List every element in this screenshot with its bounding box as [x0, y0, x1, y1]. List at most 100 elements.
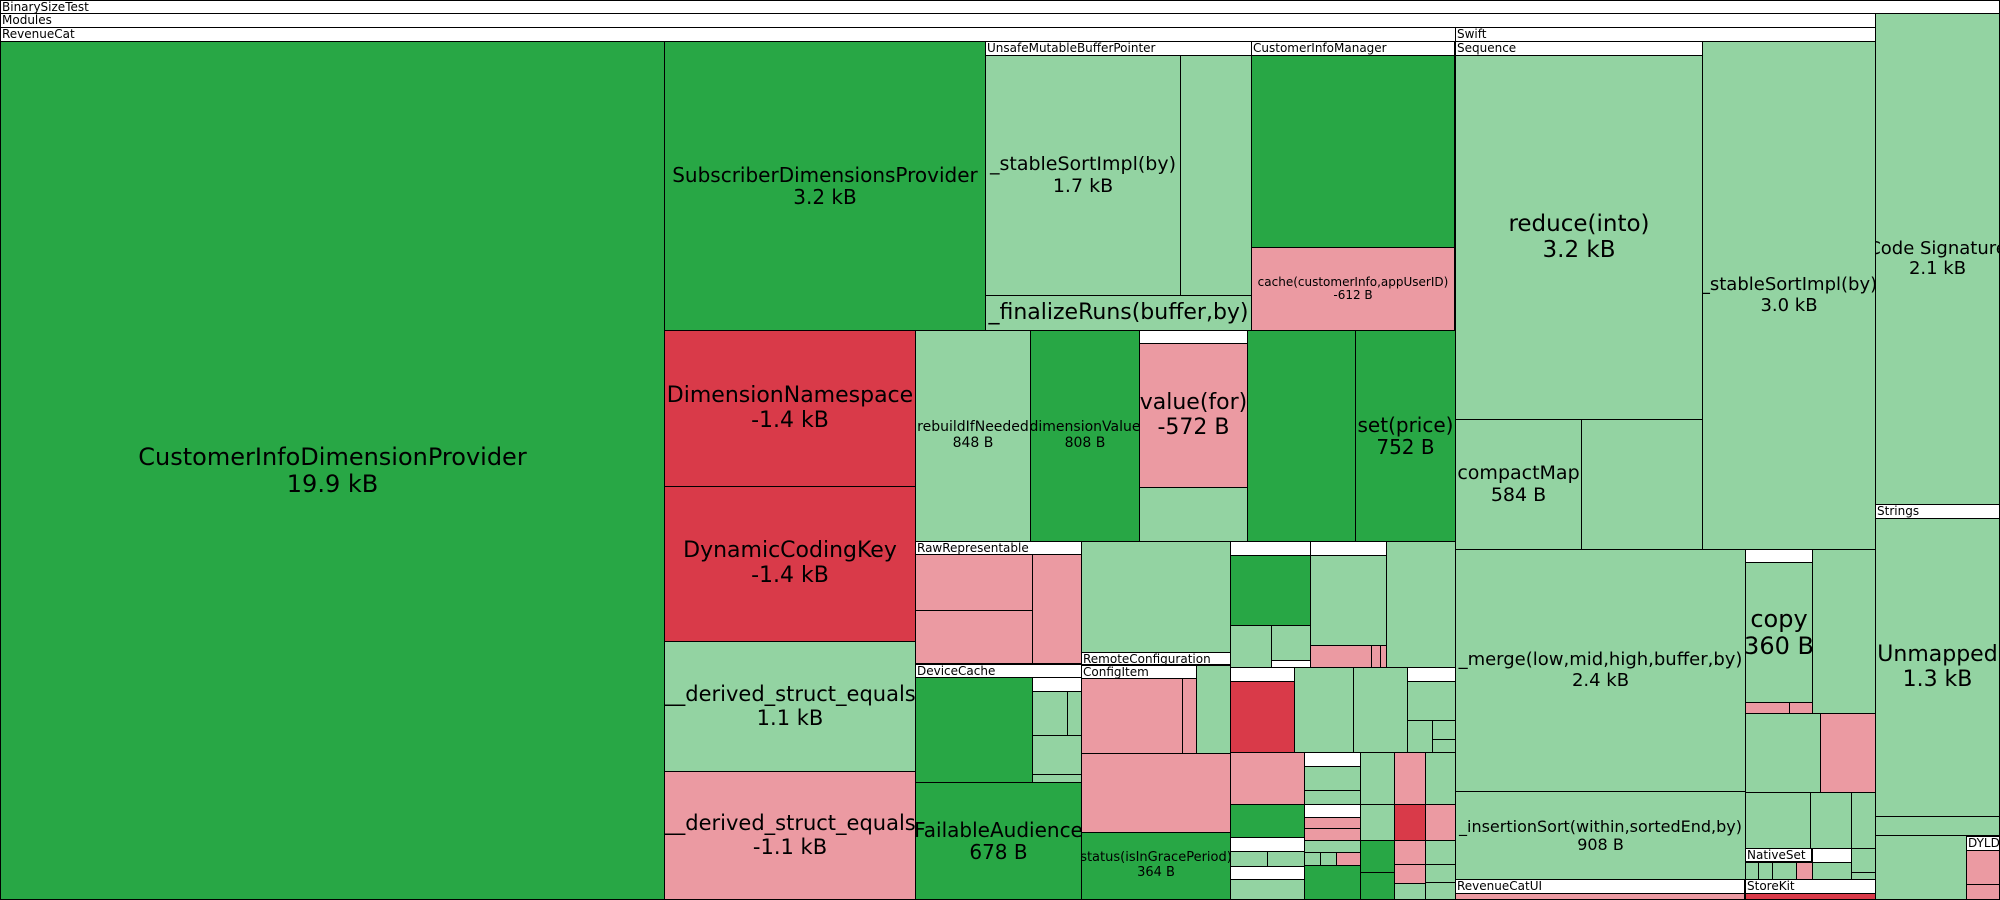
- cell-82[interactable]: [1304, 852, 1321, 866]
- cell-78[interactable]: [1394, 864, 1426, 884]
- cell-67[interactable]: [1230, 837, 1305, 852]
- cell-57[interactable]: [1360, 752, 1395, 805]
- cell-set-price[interactable]: set(price) 752 B: [1355, 330, 1456, 542]
- cell-13[interactable]: [1139, 330, 1248, 344]
- cell-3[interactable]: [1180, 55, 1252, 296]
- cell-19[interactable]: [1032, 554, 1082, 664]
- cell-59[interactable]: [1425, 752, 1456, 805]
- cell-unmapped[interactable]: Unmapped 1.3 kB: [1875, 518, 2000, 817]
- cell-114[interactable]: [1875, 816, 2000, 836]
- cell-copy[interactable]: copy 360 B: [1745, 562, 1813, 703]
- cell-71[interactable]: [1360, 840, 1395, 873]
- cell-20[interactable]: [915, 610, 1033, 664]
- cell-69[interactable]: [1267, 851, 1305, 867]
- cell-61[interactable]: [1304, 804, 1361, 818]
- cell-34[interactable]: [1032, 691, 1068, 736]
- cell-58[interactable]: [1394, 752, 1426, 805]
- cell-dynamiccodingkey[interactable]: DynamicCodingKey -1.4 kB: [664, 486, 916, 642]
- cell-15[interactable]: [1139, 487, 1248, 542]
- cell-109[interactable]: [1851, 872, 1876, 880]
- cell-107[interactable]: [1796, 862, 1813, 880]
- cell-failableaudience[interactable]: FailableAudience 678 B: [915, 782, 1082, 900]
- cell-46[interactable]: [1294, 667, 1354, 753]
- cell-25[interactable]: [1230, 555, 1311, 626]
- cell-31[interactable]: [1380, 645, 1387, 668]
- cell-24[interactable]: [1386, 541, 1456, 668]
- cell-108[interactable]: [1812, 862, 1852, 880]
- cell-105[interactable]: [1758, 862, 1773, 880]
- cell-22[interactable]: [1230, 541, 1311, 556]
- cell-18[interactable]: [915, 554, 1033, 611]
- cell-53[interactable]: [1230, 752, 1305, 805]
- cell-54[interactable]: [1304, 752, 1361, 767]
- cell-75[interactable]: [1230, 879, 1305, 900]
- cell-32[interactable]: [915, 677, 1033, 783]
- cell-60[interactable]: [1230, 804, 1305, 838]
- cell-41[interactable]: [1196, 665, 1231, 754]
- cell-stablesortimpl-2[interactable]: _stableSortImpl(by) 3.0 kB: [1702, 41, 1876, 550]
- cell-45[interactable]: [1230, 681, 1295, 753]
- cell-81[interactable]: [1425, 882, 1456, 900]
- cell-value-for[interactable]: value(for) -572 B: [1139, 343, 1248, 488]
- cell-35[interactable]: [1067, 691, 1082, 736]
- cell-42[interactable]: [1081, 753, 1231, 833]
- cell-21[interactable]: [1081, 541, 1231, 653]
- cell-reduce-into[interactable]: reduce(into) 3.2 kB: [1455, 55, 1703, 420]
- cell-96[interactable]: [1820, 713, 1876, 793]
- cell-90[interactable]: [1745, 549, 1813, 563]
- cell-compactmap[interactable]: compactMap 584 B: [1455, 419, 1582, 550]
- cell-derived-struct-equals-neg[interactable]: __derived_struct_equals -1.1 kB: [664, 771, 916, 900]
- cell-48[interactable]: [1407, 667, 1456, 682]
- cell-49[interactable]: [1407, 681, 1456, 721]
- cell-115[interactable]: [1875, 835, 1967, 900]
- cell-79[interactable]: [1394, 883, 1426, 900]
- cell-55[interactable]: [1304, 766, 1361, 791]
- cell-28[interactable]: [1271, 625, 1311, 661]
- cell-73[interactable]: [1425, 840, 1456, 865]
- cell-56[interactable]: [1304, 790, 1361, 805]
- cell-64[interactable]: [1360, 804, 1395, 841]
- cell-36[interactable]: [1032, 735, 1082, 775]
- cell-84[interactable]: [1336, 852, 1361, 866]
- cell-44[interactable]: [1230, 667, 1295, 682]
- cell-52[interactable]: [1432, 739, 1456, 753]
- cell-rebuildifneeded[interactable]: rebuildIfNeeded 848 B: [915, 330, 1031, 542]
- cell-98[interactable]: [1745, 792, 1811, 849]
- cell-50[interactable]: [1407, 720, 1433, 753]
- cell-111[interactable]: [1745, 893, 1876, 900]
- cell-status-isingraceperiod[interactable]: status(isInGracePeriod) 364 B: [1081, 832, 1231, 900]
- cell-cache-customerinfo[interactable]: cache(customerInfo,appUserID) -612 B: [1251, 247, 1455, 331]
- cell-102[interactable]: [1851, 848, 1876, 873]
- cell-26[interactable]: [1310, 555, 1387, 646]
- cell-77[interactable]: [1360, 872, 1395, 900]
- cell-dimensionnamespace[interactable]: DimensionNamespace -1.4 kB: [664, 330, 916, 487]
- cell-99[interactable]: [1810, 792, 1852, 849]
- cell-finalizeruns[interactable]: _finalizeRuns(buffer,by): [985, 295, 1252, 331]
- cell-65[interactable]: [1394, 804, 1426, 841]
- cell-insertionsort[interactable]: _insertionSort(within,sortedEnd,by) 908 B: [1455, 791, 1746, 880]
- cell-stablesortimpl-1[interactable]: _stableSortImpl(by) 1.7 kB: [985, 55, 1181, 296]
- cell-5[interactable]: [1251, 55, 1455, 248]
- cell-code-signature[interactable]: Code Signature 2.1 kB: [1875, 13, 2000, 505]
- cell-104[interactable]: [1745, 862, 1759, 880]
- cell-merge[interactable]: _merge(low,mid,high,buffer,by) 2.4 kB: [1455, 549, 1746, 792]
- cell-40[interactable]: [1182, 678, 1197, 754]
- cell-80[interactable]: [1425, 864, 1456, 883]
- cell-110[interactable]: [1455, 893, 1745, 900]
- cell-116[interactable]: [1966, 850, 2000, 885]
- cell-customerinfodimensionprovider[interactable]: CustomerInfoDimensionProvider 19.9 kB: [0, 41, 665, 900]
- cell-83[interactable]: [1320, 852, 1337, 866]
- cell-33[interactable]: [1032, 677, 1082, 692]
- cell-subscriberdimensionsprovider[interactable]: SubscriberDimensionsProvider 3.2 kB: [664, 41, 986, 331]
- cell-derived-struct-equals-pos[interactable]: __derived_struct_equals 1.1 kB: [664, 641, 916, 772]
- cell-76[interactable]: [1304, 865, 1361, 900]
- cell-87[interactable]: [1581, 419, 1703, 550]
- cell-74[interactable]: [1230, 866, 1305, 880]
- cell-23[interactable]: [1310, 541, 1387, 556]
- cell-47[interactable]: [1353, 667, 1408, 753]
- cell-39[interactable]: [1081, 678, 1183, 754]
- cell-72[interactable]: [1394, 840, 1426, 865]
- cell-101[interactable]: [1812, 848, 1852, 863]
- cell-100[interactable]: [1851, 792, 1876, 849]
- cell-95[interactable]: [1745, 713, 1821, 793]
